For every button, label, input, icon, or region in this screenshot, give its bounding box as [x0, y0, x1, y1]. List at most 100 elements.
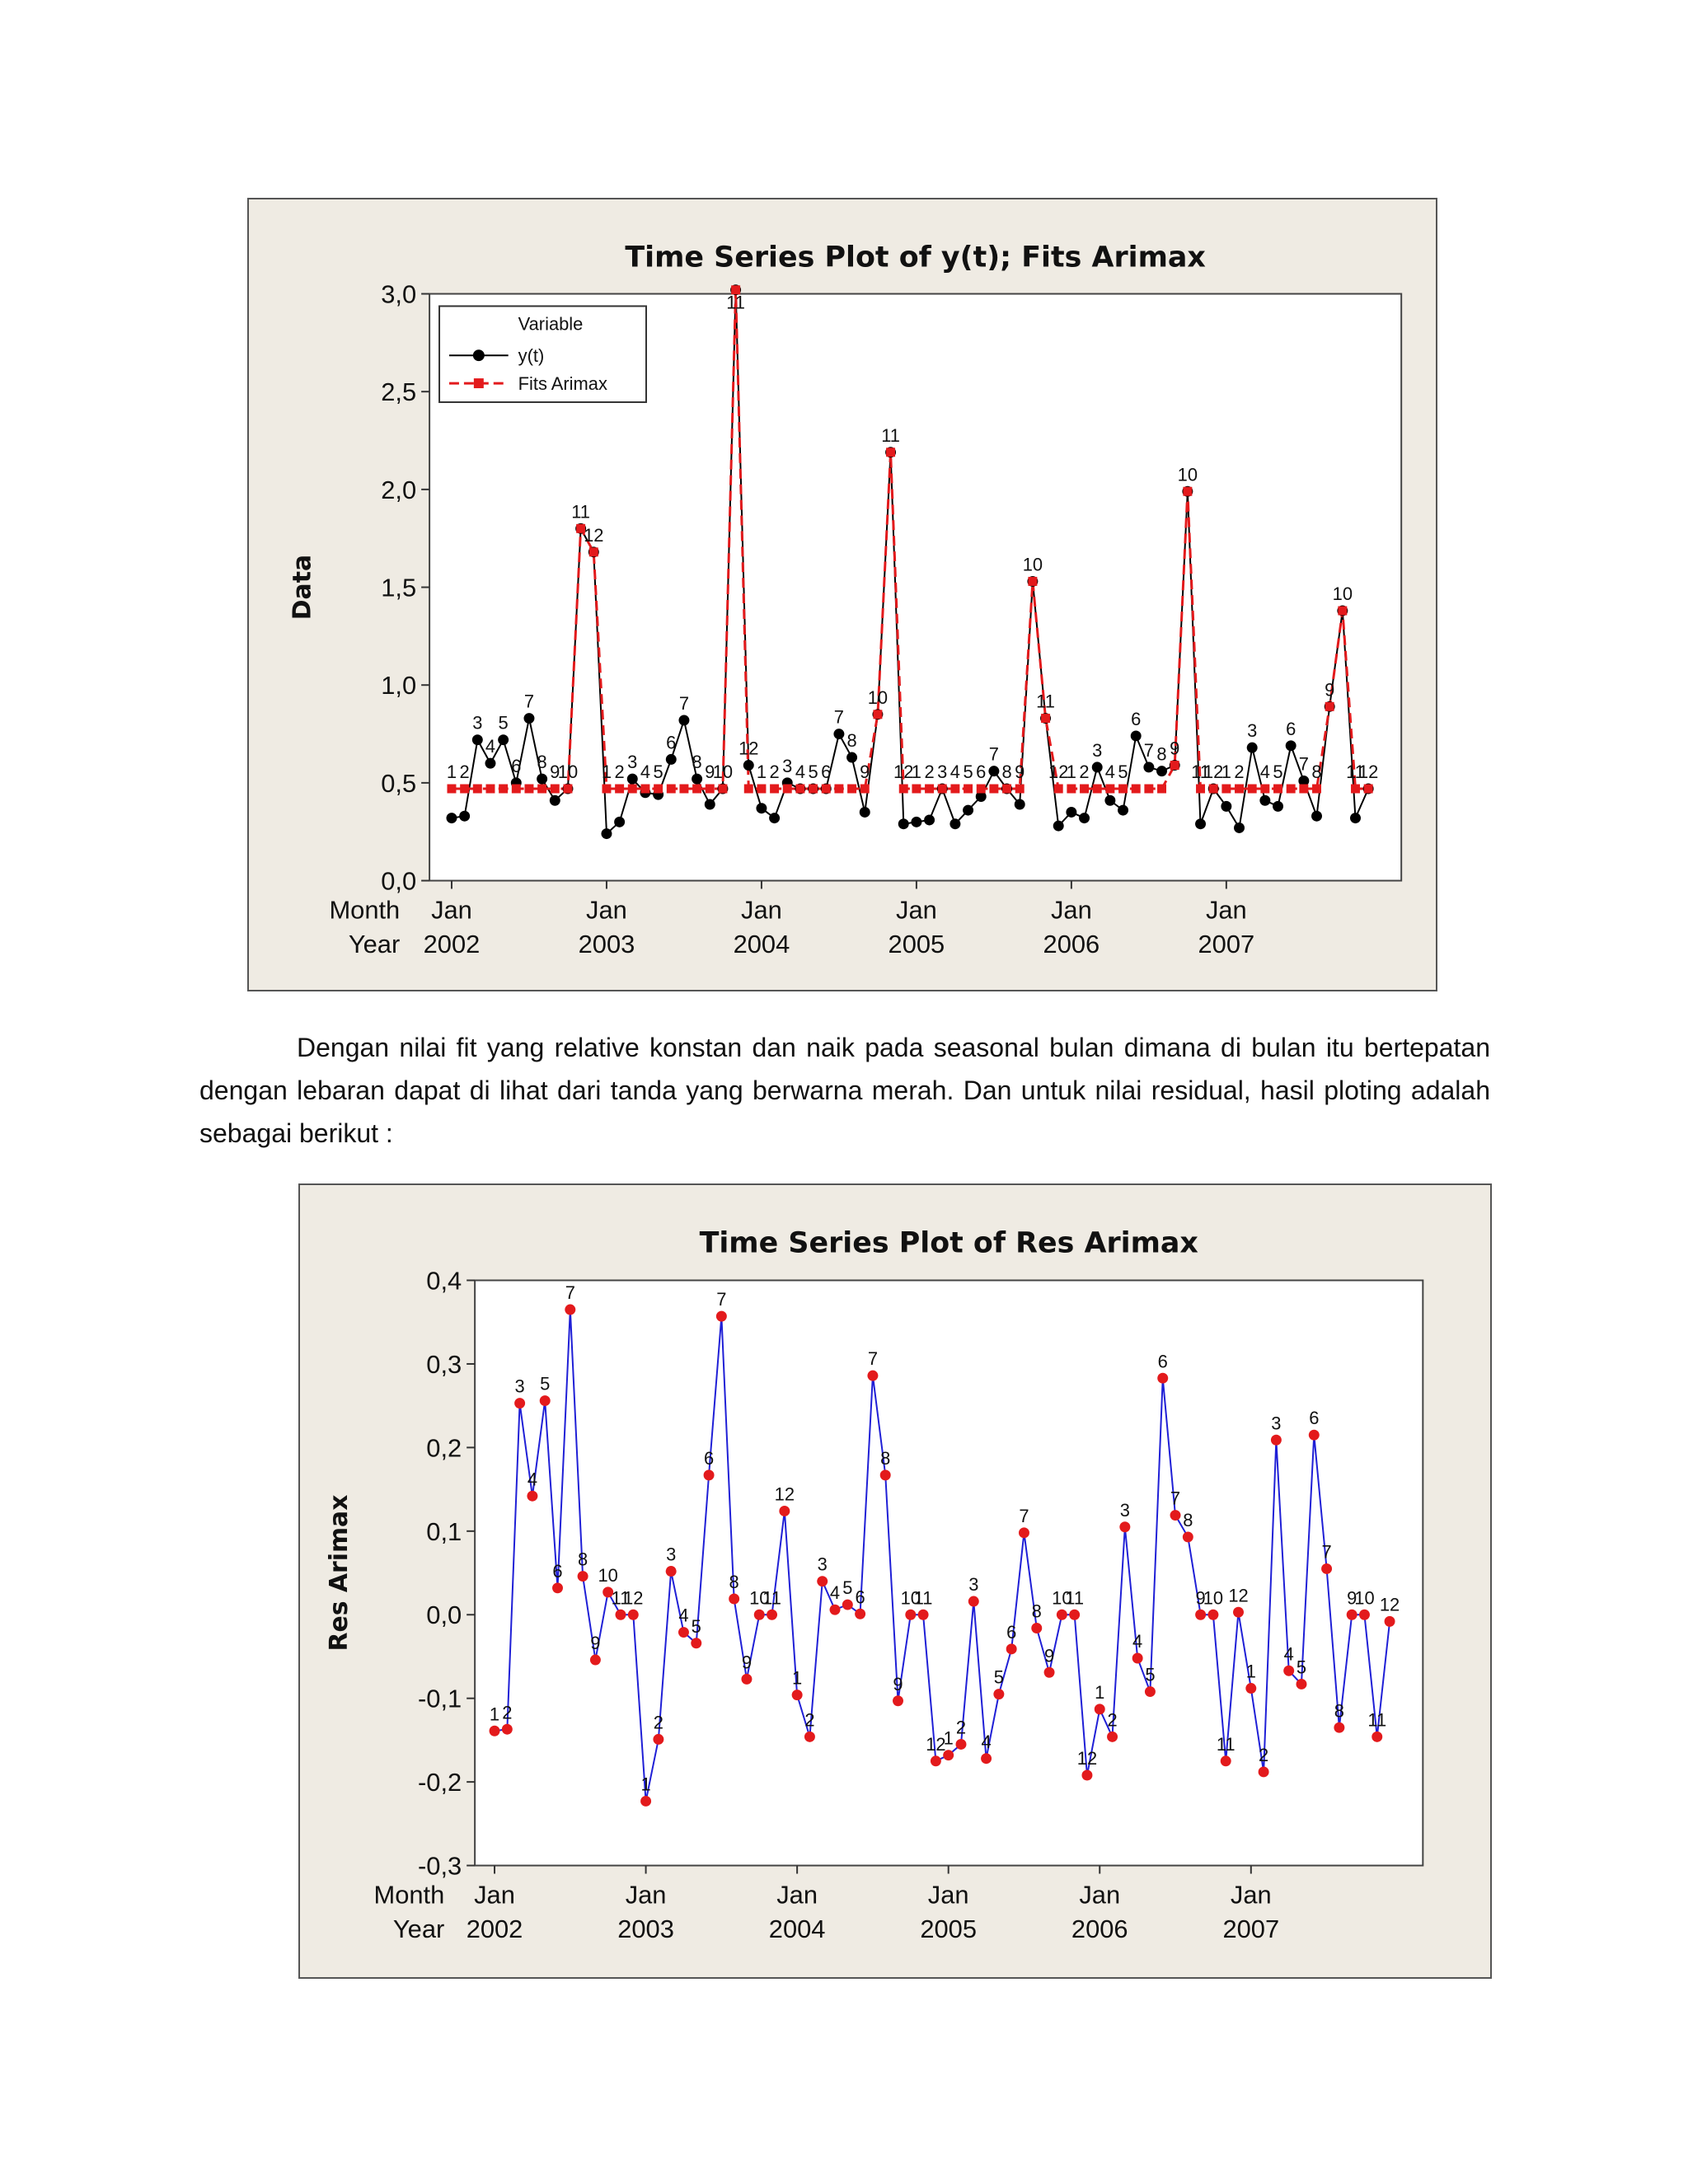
res-point	[1119, 1521, 1131, 1533]
point-label: 10	[598, 1565, 618, 1586]
point-label: 1	[757, 762, 767, 782]
y-tick-label: 0,2	[426, 1433, 462, 1462]
res-point	[1144, 1686, 1156, 1698]
fits-point	[1170, 761, 1179, 770]
y-tick-label: 0,4	[426, 1266, 462, 1295]
point-label: 2	[1079, 762, 1089, 782]
point-label: 4	[950, 762, 960, 782]
x-tick-month: Jan	[1206, 895, 1247, 924]
point-label: 2	[654, 1712, 663, 1732]
fits-point	[950, 784, 960, 794]
res-point	[1220, 1755, 1231, 1767]
y-point	[1156, 766, 1168, 777]
y-point	[614, 816, 626, 827]
res-point	[1107, 1731, 1118, 1742]
point-label: 12	[775, 1484, 795, 1505]
fits-point	[743, 784, 753, 794]
fits-point	[550, 784, 560, 794]
y-tick-label: 0,0	[381, 867, 416, 896]
x-tick-year: 2005	[920, 1915, 977, 1943]
res-point	[1346, 1609, 1357, 1620]
fits-point	[576, 523, 586, 533]
point-label: 5	[540, 1374, 550, 1394]
res-point	[829, 1604, 841, 1615]
point-label: 11	[571, 501, 590, 522]
res-point	[943, 1750, 954, 1761]
fits-point	[1118, 784, 1128, 794]
point-label: 8	[1334, 1700, 1344, 1721]
fits-point	[588, 547, 598, 557]
res-point	[817, 1576, 828, 1587]
fits-point	[1105, 784, 1115, 794]
fits-point	[1247, 784, 1257, 794]
y-point	[1143, 762, 1155, 773]
res-point	[1006, 1643, 1017, 1655]
point-label: 12	[1203, 762, 1223, 782]
res-point	[501, 1723, 513, 1735]
res-point	[1358, 1609, 1370, 1620]
y-point	[1118, 804, 1129, 816]
point-label: 2	[615, 762, 625, 782]
point-label: 11	[1065, 1587, 1084, 1608]
residual-chart: Time Series Plot of Res Arimax Res Arimax…	[298, 1183, 1492, 1979]
y-point	[549, 794, 560, 806]
res-point	[703, 1469, 715, 1481]
res-point	[489, 1725, 500, 1736]
point-label: 8	[729, 1572, 739, 1592]
fits-point	[860, 784, 870, 794]
point-label: 1	[944, 1728, 954, 1749]
fits-point	[1299, 784, 1309, 794]
y-tick-label: 2,5	[381, 377, 416, 406]
point-label: 9	[893, 1674, 903, 1694]
res-point	[741, 1673, 753, 1685]
res-point	[1157, 1372, 1169, 1384]
point-label: 10	[901, 1587, 921, 1608]
y-point	[1053, 820, 1064, 832]
point-label: 5	[654, 762, 663, 782]
res-point	[1094, 1704, 1105, 1715]
point-label: 6	[1158, 1351, 1168, 1371]
x-tick-month: Jan	[1079, 1880, 1120, 1909]
fits-point	[1338, 606, 1348, 616]
res-point	[1069, 1609, 1081, 1620]
point-label: 1	[447, 762, 457, 782]
point-label: 9	[1347, 1587, 1357, 1608]
point-label: 7	[1299, 754, 1309, 775]
point-label: 2	[460, 762, 470, 782]
point-label: 10	[1354, 1587, 1374, 1608]
point-label: 12	[584, 525, 603, 546]
point-label: 6	[1131, 709, 1141, 729]
point-label: 3	[782, 756, 792, 776]
res-point	[1081, 1769, 1093, 1781]
fits-point	[1273, 784, 1282, 794]
res-point	[1258, 1766, 1269, 1778]
y-point	[1091, 762, 1103, 773]
fits-chart: Time Series Plot of y(t); Fits Arimax Dat…	[247, 198, 1437, 991]
point-label: 9	[550, 762, 560, 782]
x-tick-month: Jan	[1051, 895, 1092, 924]
point-label: 3	[968, 1574, 978, 1595]
fits-point	[1363, 784, 1373, 794]
point-label: 11	[1036, 691, 1055, 712]
res-point	[1170, 1510, 1181, 1521]
fits-point	[1053, 784, 1063, 794]
y-point	[485, 757, 496, 769]
point-label: 6	[552, 1561, 562, 1582]
fits-point	[1235, 784, 1244, 794]
point-label: 7	[868, 1348, 878, 1369]
point-label: 3	[1271, 1413, 1281, 1433]
point-label: 3	[1092, 740, 1102, 761]
res-point	[565, 1304, 576, 1315]
body-paragraph: Dengan nilai fit yang relative konstan d…	[199, 1026, 1490, 1155]
fits-point	[1183, 486, 1193, 496]
res-point	[804, 1731, 815, 1742]
fits-point	[654, 784, 663, 794]
point-label: 12	[1048, 762, 1068, 782]
point-label: 2	[956, 1718, 966, 1738]
point-label: 5	[499, 713, 509, 733]
point-label: 8	[578, 1549, 588, 1570]
y-point	[704, 799, 715, 810]
point-label: 2	[1259, 1745, 1268, 1765]
point-label: 5	[1118, 762, 1128, 782]
year-row-label: Year	[393, 1915, 444, 1943]
